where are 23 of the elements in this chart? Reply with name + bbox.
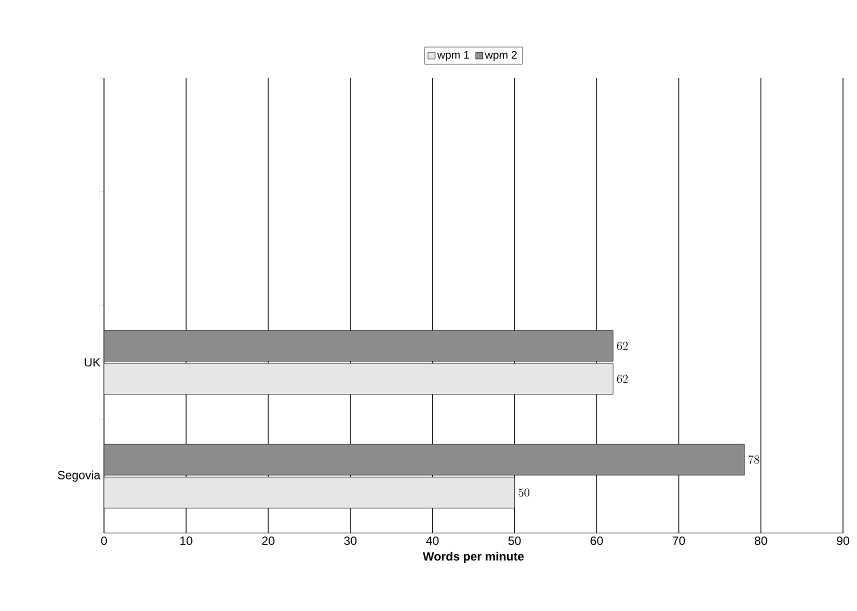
x-tick-label: 20 bbox=[262, 536, 274, 545]
y-tick-label: Segovia bbox=[58, 470, 100, 482]
x-tick-label: 10 bbox=[180, 536, 192, 545]
data-label: 78 bbox=[748, 455, 760, 464]
x-tick-label: 50 bbox=[508, 536, 521, 545]
x-tick-label: 70 bbox=[672, 536, 685, 545]
x-tick-label: 0 bbox=[101, 536, 107, 545]
x-tick-label: 80 bbox=[754, 536, 768, 545]
data-label: 62 bbox=[617, 342, 628, 350]
data-label: 50 bbox=[518, 488, 530, 497]
bar bbox=[104, 444, 745, 476]
legend-label: wpm 2 bbox=[484, 51, 517, 61]
x-tick-label: 40 bbox=[426, 536, 439, 545]
x-axis-title: Words per minute bbox=[422, 552, 524, 563]
x-tick-label: 30 bbox=[344, 536, 357, 545]
bar bbox=[104, 330, 614, 362]
x-tick-label: 90 bbox=[836, 536, 850, 545]
legend-label: wpm 1 bbox=[437, 51, 469, 61]
bar bbox=[104, 363, 614, 395]
x-tick-label: 60 bbox=[590, 536, 603, 545]
data-label: 62 bbox=[617, 374, 628, 383]
bar bbox=[104, 476, 515, 508]
y-tick-label: UK bbox=[84, 358, 100, 367]
